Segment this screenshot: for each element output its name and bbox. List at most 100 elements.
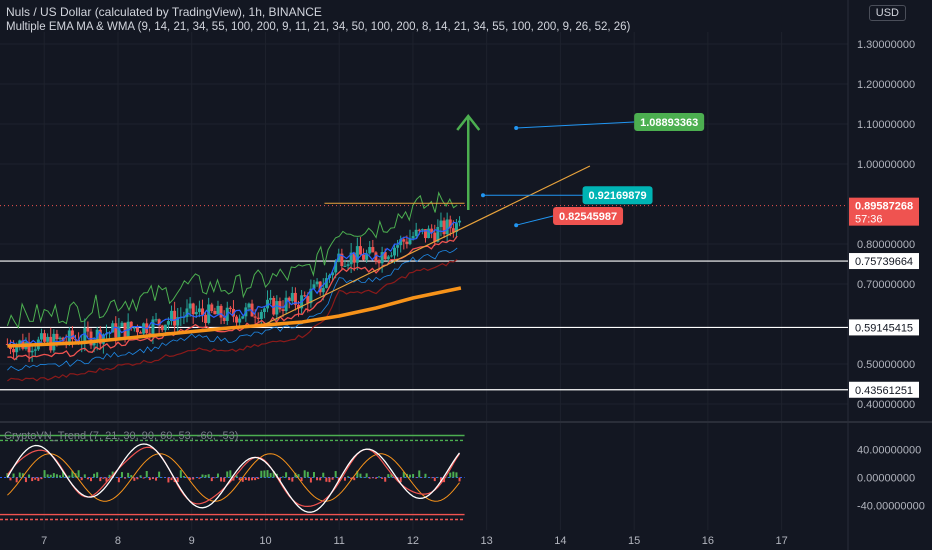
osc-bar [34, 477, 37, 480]
osc-bar [436, 476, 439, 478]
axis-label-text: 0.43561251 [855, 385, 913, 397]
osc-bar [139, 475, 142, 478]
candle [157, 319, 161, 326]
candle [83, 327, 87, 343]
osc-bar [353, 477, 356, 481]
candle [33, 349, 37, 351]
osc-bar [198, 477, 201, 479]
osc-bar [192, 477, 195, 480]
candle [12, 349, 16, 353]
osc-bar [325, 477, 328, 482]
candle [433, 232, 437, 242]
osc-bar [241, 477, 244, 482]
osc-bar [433, 477, 436, 482]
candle [306, 296, 310, 304]
osc-bar [127, 472, 130, 478]
projection-point [480, 193, 485, 198]
osc-bar [43, 470, 46, 478]
candle [197, 308, 201, 313]
candle [374, 252, 378, 262]
osc-bar [235, 475, 238, 478]
osc-bar [142, 477, 145, 479]
y-tick-label: 0.50000000 [857, 359, 915, 371]
osc-bar [343, 477, 346, 481]
osc-bar [182, 476, 185, 478]
candle [176, 317, 180, 326]
candle [436, 226, 440, 242]
osc-bar [18, 472, 21, 478]
x-tick-label: 7 [41, 535, 47, 547]
candle [293, 292, 297, 305]
osc-bar [322, 472, 325, 478]
candle [331, 272, 335, 276]
currency-button[interactable]: USD [868, 5, 906, 21]
candle [266, 299, 270, 309]
osc-bar [15, 477, 18, 483]
candle [163, 324, 167, 331]
osc-bar [96, 472, 99, 478]
candle [399, 239, 403, 246]
osc-bar [124, 477, 127, 479]
osc-bar [226, 471, 229, 478]
osc-bar [68, 475, 71, 478]
osc-bar [371, 477, 374, 479]
candle [259, 311, 263, 319]
axis-label-box [849, 253, 919, 270]
osc-bar [294, 472, 297, 478]
candle [324, 278, 328, 288]
candle [30, 350, 34, 353]
osc-bar [71, 470, 74, 478]
candle [27, 342, 31, 353]
osc-bar [130, 475, 133, 478]
candle [148, 333, 152, 335]
candle [191, 303, 195, 315]
osc-bar [266, 470, 269, 478]
candle [200, 308, 204, 315]
candle [393, 247, 397, 256]
candle [185, 308, 189, 317]
osc-bar [102, 477, 105, 479]
ema-green-line [6, 191, 458, 329]
candle [173, 310, 177, 326]
candle [151, 319, 155, 335]
osc-bar [37, 477, 40, 482]
osc-bar [328, 477, 331, 483]
indicator-legend[interactable]: Multiple EMA MA & WMA (9, 14, 21, 34, 55… [6, 21, 631, 33]
candle [139, 332, 143, 334]
osc-bar [62, 470, 65, 478]
osc-bar [387, 474, 390, 478]
osc-bar [455, 472, 458, 478]
osc-bar [334, 471, 337, 478]
osc-bar [297, 474, 300, 478]
candle [402, 239, 406, 242]
osc-bar [254, 477, 257, 481]
price-label-box [582, 186, 653, 205]
osc-bar [251, 477, 254, 481]
candle [303, 295, 307, 297]
ema-blue-line [6, 221, 458, 348]
osc-bar [167, 477, 170, 483]
osc-bar [213, 477, 216, 479]
candle [120, 322, 124, 327]
candle [253, 316, 257, 318]
ema-red-line [7, 235, 458, 361]
candle [142, 323, 146, 334]
osc-bar [257, 477, 260, 480]
y-tick-label: 1.00000000 [857, 159, 915, 171]
candle [160, 325, 164, 331]
candle [235, 316, 239, 323]
candle [188, 303, 192, 309]
price-label-box [553, 207, 624, 225]
osc-bar [77, 470, 80, 478]
osc-bar [31, 477, 34, 482]
axis-label-text: 0.59145415 [855, 322, 913, 334]
osc-bar [117, 477, 120, 483]
candle [39, 333, 43, 340]
osc-bar [408, 474, 411, 478]
candle [439, 220, 443, 227]
osc-bar [155, 477, 158, 481]
x-tick-label: 13 [481, 535, 493, 547]
osc-bar [229, 470, 232, 478]
oscillator-legend[interactable]: CryptoVN_Trend (7, 21, 30, 90, 60, 53, -… [4, 430, 239, 442]
